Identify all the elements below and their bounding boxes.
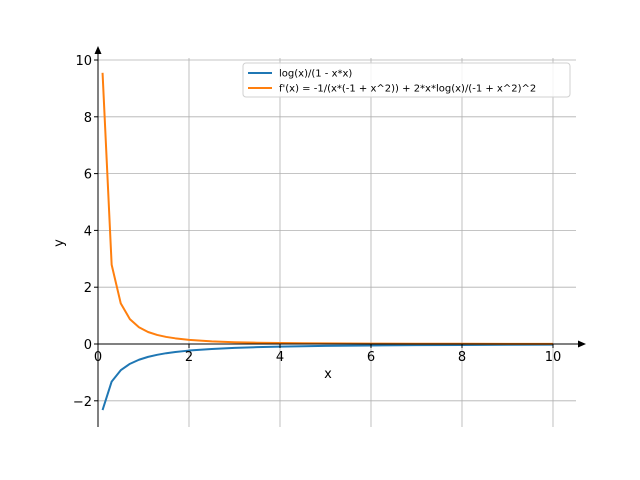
x-tick-label: 10 [545, 350, 562, 365]
x-tick-label: 6 [367, 350, 375, 365]
y-axis-label: y [52, 239, 67, 247]
series-layer [101, 72, 554, 411]
series-line-1 [101, 343, 554, 411]
y-tick-label: 6 [84, 168, 92, 183]
x-axis-label: x [324, 367, 332, 382]
x-tick-label: 4 [276, 350, 284, 365]
x-tick-label: 0 [94, 350, 102, 365]
y-tick-label: 0 [84, 338, 92, 353]
y-tick-label: 2 [84, 281, 92, 296]
x-tick-label: 8 [458, 350, 466, 365]
legend-box [242, 62, 571, 98]
y-tick-label: 4 [84, 224, 92, 239]
legend-label-1: log(x)/(1 - x*x) [279, 69, 352, 80]
y-tick-label: 10 [75, 54, 92, 69]
y-tick-label: 8 [84, 111, 92, 126]
series-line-2 [101, 72, 554, 345]
x-axis-arrow [578, 340, 586, 348]
tick-labels: 0 2 4 6 8 10 −2 0 2 4 6 8 10 [73, 54, 561, 410]
legend: log(x)/(1 - x*x) f'(x) = -1/(x*(-1 + x^2)… [242, 62, 571, 98]
legend-label-2: f'(x) = -1/(x*(-1 + x^2)) + 2*x*log(x)/(… [279, 84, 536, 95]
y-tick-label: −2 [73, 395, 92, 410]
axes [94, 46, 586, 427]
grid [98, 58, 576, 427]
x-tick-label: 2 [185, 350, 193, 365]
y-axis-arrow [94, 46, 102, 54]
